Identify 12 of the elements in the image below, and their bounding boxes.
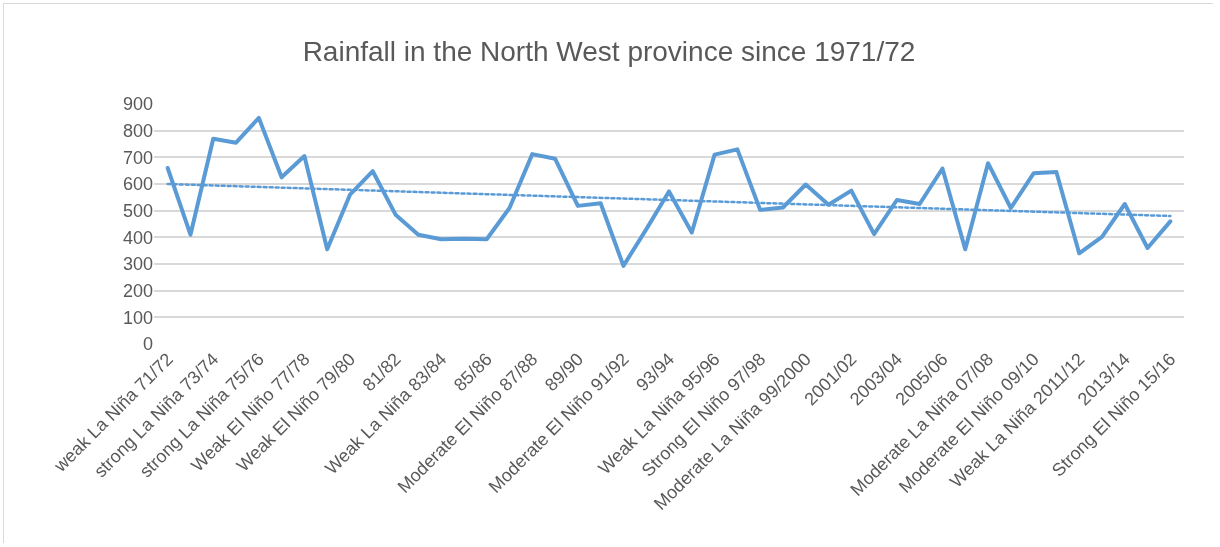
y-tick-label: 800 [122, 120, 153, 141]
chart-title: Rainfall in the North West province since 1971/72 [302, 36, 916, 68]
y-tick-label: 0 [142, 334, 153, 355]
y-tick-label: 200 [122, 280, 153, 301]
y-tick-label: 900 [122, 94, 153, 115]
y-tick-label: 400 [122, 227, 153, 248]
y-tick-label: 500 [122, 200, 153, 221]
y-tick-label: 700 [122, 147, 153, 168]
y-tick-label: 300 [122, 254, 153, 275]
line-series [165, 115, 1173, 268]
y-tick-label: 100 [122, 307, 153, 328]
y-tick-label: 600 [122, 174, 153, 195]
